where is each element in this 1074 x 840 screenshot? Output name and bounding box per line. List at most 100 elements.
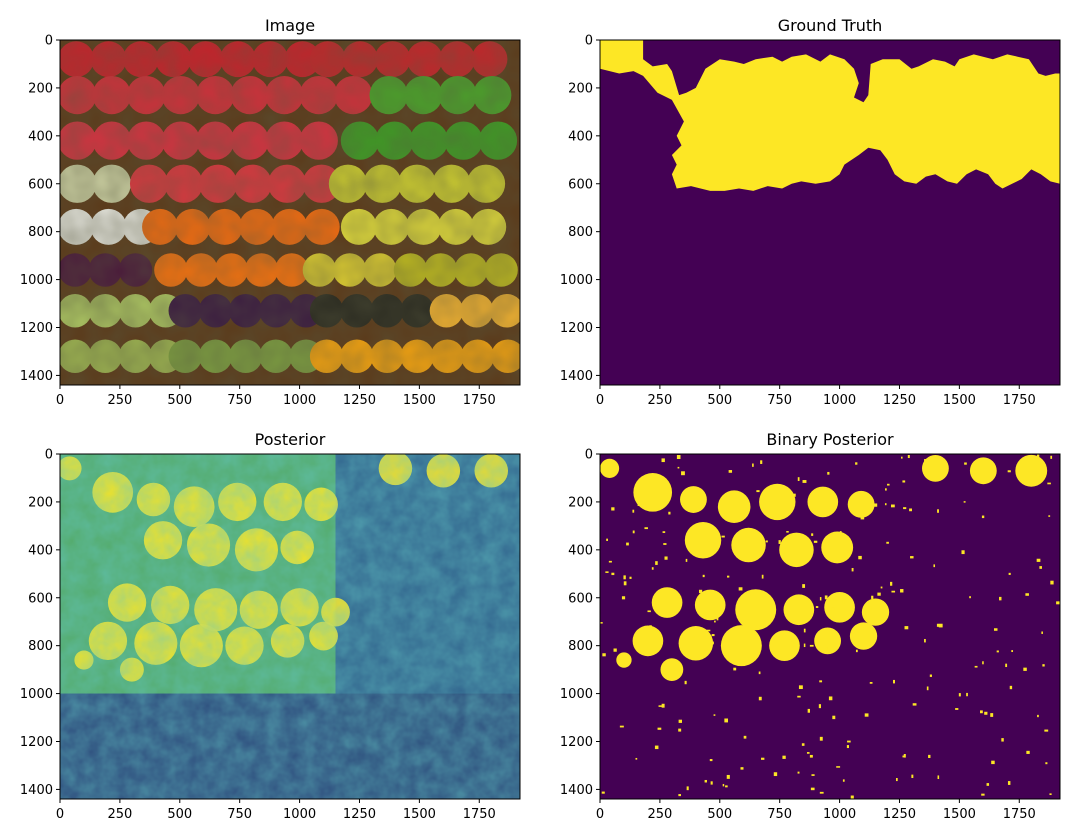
binary-speck	[886, 541, 889, 544]
binary-blob	[678, 626, 714, 661]
binary-speck	[860, 517, 865, 520]
binary-speck	[750, 630, 753, 634]
posterior-texture	[60, 454, 520, 799]
x-tick-label: 1250	[343, 393, 376, 408]
binary-speck	[1050, 580, 1054, 585]
binary-speck	[760, 460, 763, 464]
x-tick-label: 0	[596, 807, 604, 822]
binary-speck	[704, 649, 708, 651]
x-tick-label: 0	[56, 807, 64, 822]
x-tick-label: 1250	[883, 393, 916, 408]
subplot-3: Posterior 0 250 500 750 1000 1250 1500 1750 0 200 4…	[20, 430, 521, 822]
y-tick-label: 1400	[560, 369, 593, 384]
binary-speck	[850, 795, 854, 799]
binary-speck	[600, 622, 603, 624]
y-tick-label: 400	[568, 129, 593, 144]
x-tick-label: 500	[707, 807, 732, 822]
y-tick-label: 400	[28, 129, 53, 144]
binary-speck	[974, 665, 978, 668]
y-tick-label: 0	[585, 34, 593, 49]
x-tick-label: 1000	[823, 393, 856, 408]
binary-speck	[727, 655, 729, 660]
binary-speck	[707, 538, 711, 542]
y-tick-label: 200	[568, 495, 593, 510]
binary-speck	[1050, 455, 1053, 459]
binary-speck	[713, 714, 716, 716]
binary-speck	[815, 606, 819, 608]
binary-speck	[819, 680, 823, 683]
subplot-title: Posterior	[255, 430, 326, 449]
y-tick-label: 800	[568, 225, 593, 240]
binary-speck	[632, 509, 635, 513]
binary-speck	[836, 766, 841, 768]
binary-speck	[924, 638, 926, 643]
binary-speck	[686, 786, 689, 791]
binary-speck	[1005, 663, 1008, 668]
binary-speck	[635, 757, 638, 760]
binary-speck	[847, 740, 851, 743]
binary-speck	[678, 719, 683, 723]
binary-speck	[810, 787, 815, 791]
binary-speck	[798, 685, 803, 690]
axes-frame	[59, 453, 521, 800]
binary-speck	[1044, 729, 1049, 732]
binary-speck	[698, 589, 703, 594]
binary-speck	[655, 607, 660, 610]
binary-speck	[903, 754, 906, 758]
y-tick-label: 1200	[560, 735, 593, 750]
binary-speck	[1007, 470, 1011, 473]
binary-speck	[993, 628, 998, 631]
binary-speck	[605, 571, 609, 573]
y-tick-label: 1400	[20, 783, 53, 798]
binary-speck	[964, 462, 967, 465]
binary-speck	[1042, 664, 1045, 667]
binary-speck	[936, 623, 939, 627]
x-tick-label: 1500	[943, 807, 976, 822]
binary-speck	[961, 550, 965, 555]
binary-speck	[877, 592, 881, 596]
binary-speck	[958, 693, 961, 697]
binary-speck	[651, 567, 654, 570]
photo-texture	[60, 40, 520, 385]
y-tick-label: 200	[568, 81, 593, 96]
binary-speck	[734, 496, 737, 499]
binary-speck	[928, 754, 931, 759]
binary-speck	[904, 626, 909, 630]
binary-speck	[996, 650, 999, 653]
x-tick-label: 1000	[283, 393, 316, 408]
y-tick-label: 400	[568, 543, 593, 558]
binary-speck	[654, 745, 659, 750]
y-tick-label: 600	[28, 177, 53, 192]
x-tick-label: 500	[167, 807, 192, 822]
y-tick-label: 800	[568, 639, 593, 654]
binary-speck	[684, 680, 687, 685]
binary-speck	[818, 704, 822, 709]
binary-speck	[831, 607, 835, 611]
binary-speck	[1008, 572, 1011, 575]
binary-speck	[969, 596, 971, 599]
binary-speck	[661, 703, 665, 708]
binary-speck	[986, 783, 990, 786]
binary-speck	[880, 586, 883, 589]
y-tick-label: 600	[568, 177, 593, 192]
binary-speck	[797, 771, 800, 774]
binary-speck	[602, 653, 606, 657]
x-tick-label: 500	[167, 393, 192, 408]
binary-speck	[644, 527, 648, 530]
binary-speck	[929, 674, 932, 677]
binary-speck	[854, 631, 859, 635]
binary-speck	[678, 728, 682, 732]
binary-blob	[849, 622, 878, 650]
x-tick-label: 1750	[1003, 393, 1036, 408]
binary-speck	[786, 531, 789, 533]
binary-speck	[809, 644, 814, 647]
x-tick-label: 500	[707, 393, 732, 408]
binary-speck	[727, 575, 730, 578]
binary-speck	[846, 550, 850, 553]
binary-speck	[825, 647, 828, 650]
binary-speck	[792, 493, 796, 497]
binary-speck	[819, 791, 824, 794]
binary-blob	[720, 625, 762, 667]
binary-speck	[740, 767, 744, 770]
binary-speck	[811, 774, 815, 776]
